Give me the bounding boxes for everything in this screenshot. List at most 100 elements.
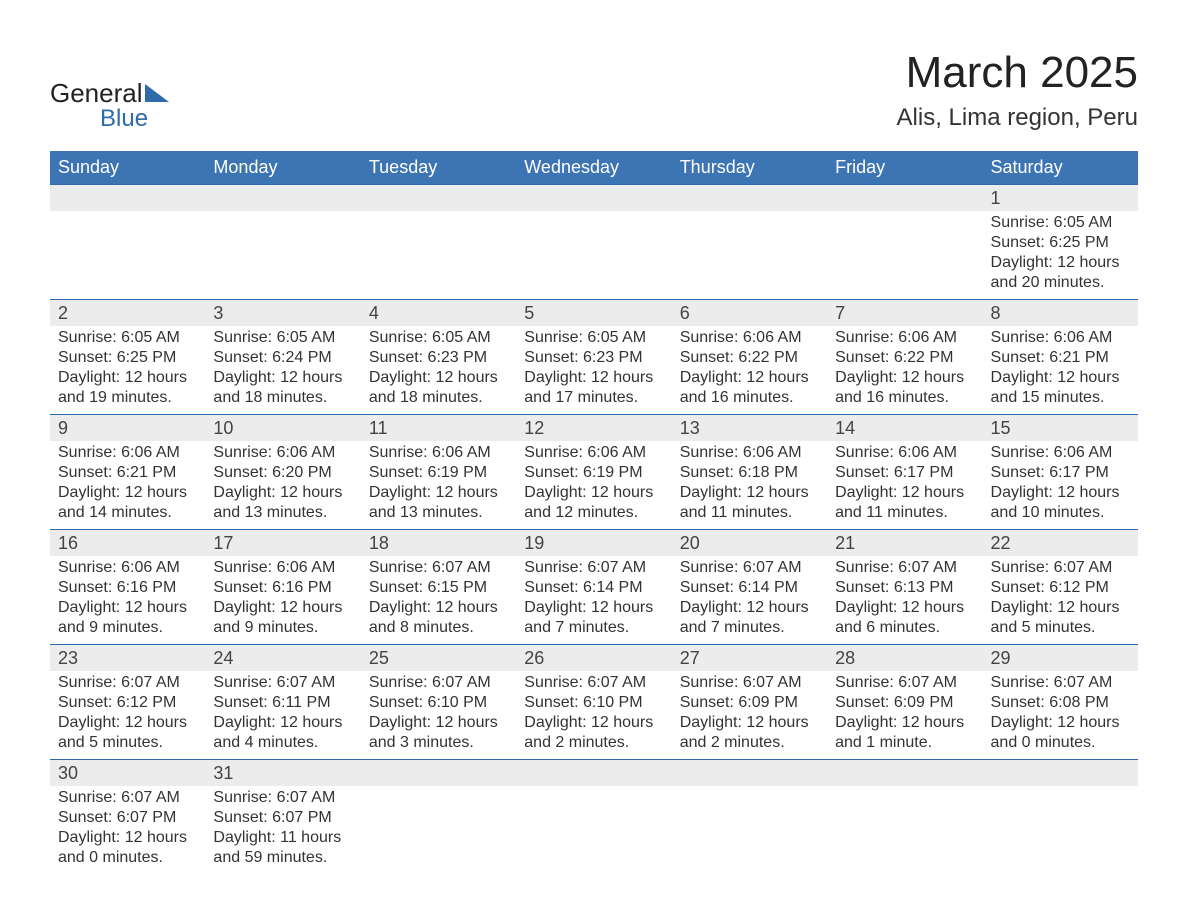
day-data-row: Sunrise: 6:07 AMSunset: 6:12 PMDaylight:…	[50, 671, 1138, 760]
daylight-text: Daylight: 12 hours and 14 minutes.	[58, 483, 197, 523]
calendar-table: SundayMondayTuesdayWednesdayThursdayFrid…	[50, 151, 1138, 874]
day-cell: Sunrise: 6:06 AMSunset: 6:18 PMDaylight:…	[672, 441, 827, 530]
day-cell: Sunrise: 6:05 AMSunset: 6:23 PMDaylight:…	[516, 326, 671, 415]
day-number: 23	[50, 645, 205, 672]
sunset-text: Sunset: 6:17 PM	[991, 463, 1130, 483]
sunrise-text: Sunrise: 6:06 AM	[680, 443, 819, 463]
weekday-header-row: SundayMondayTuesdayWednesdayThursdayFrid…	[50, 151, 1138, 185]
day-number: 27	[672, 645, 827, 672]
sunrise-text: Sunrise: 6:07 AM	[369, 558, 508, 578]
day-data-row: Sunrise: 6:07 AMSunset: 6:07 PMDaylight:…	[50, 786, 1138, 874]
day-number: 11	[361, 415, 516, 442]
day-cell: Sunrise: 6:06 AMSunset: 6:21 PMDaylight:…	[50, 441, 205, 530]
day-cell	[827, 211, 982, 300]
day-number: 16	[50, 530, 205, 557]
day-cell: Sunrise: 6:07 AMSunset: 6:14 PMDaylight:…	[672, 556, 827, 645]
day-cell: Sunrise: 6:05 AMSunset: 6:23 PMDaylight:…	[361, 326, 516, 415]
sunset-text: Sunset: 6:19 PM	[369, 463, 508, 483]
day-number: 17	[205, 530, 360, 557]
daylight-text: Daylight: 12 hours and 2 minutes.	[524, 713, 663, 753]
day-number	[827, 760, 982, 787]
sunset-text: Sunset: 6:25 PM	[991, 233, 1130, 253]
day-cell	[516, 211, 671, 300]
sunset-text: Sunset: 6:21 PM	[991, 348, 1130, 368]
day-cell: Sunrise: 6:05 AMSunset: 6:24 PMDaylight:…	[205, 326, 360, 415]
day-cell: Sunrise: 6:07 AMSunset: 6:12 PMDaylight:…	[983, 556, 1138, 645]
sunrise-text: Sunrise: 6:07 AM	[991, 673, 1130, 693]
day-number	[516, 760, 671, 787]
header: General Blue March 2025 Alis, Lima regio…	[50, 48, 1138, 133]
day-cell	[516, 786, 671, 874]
daylight-text: Daylight: 12 hours and 16 minutes.	[835, 368, 974, 408]
sunrise-text: Sunrise: 6:06 AM	[213, 558, 352, 578]
day-cell: Sunrise: 6:06 AMSunset: 6:17 PMDaylight:…	[983, 441, 1138, 530]
day-cell: Sunrise: 6:07 AMSunset: 6:13 PMDaylight:…	[827, 556, 982, 645]
sunrise-text: Sunrise: 6:07 AM	[991, 558, 1130, 578]
day-cell	[50, 211, 205, 300]
sunrise-text: Sunrise: 6:06 AM	[991, 443, 1130, 463]
daylight-text: Daylight: 12 hours and 10 minutes.	[991, 483, 1130, 523]
day-cell	[672, 786, 827, 874]
day-number-row: 1	[50, 185, 1138, 212]
day-cell: Sunrise: 6:06 AMSunset: 6:16 PMDaylight:…	[50, 556, 205, 645]
day-number: 20	[672, 530, 827, 557]
sunrise-text: Sunrise: 6:07 AM	[58, 788, 197, 808]
day-data-row: Sunrise: 6:05 AMSunset: 6:25 PMDaylight:…	[50, 211, 1138, 300]
sunrise-text: Sunrise: 6:05 AM	[524, 328, 663, 348]
weekday-header: Friday	[827, 151, 982, 185]
sunrise-text: Sunrise: 6:07 AM	[680, 558, 819, 578]
daylight-text: Daylight: 12 hours and 18 minutes.	[213, 368, 352, 408]
sunrise-text: Sunrise: 6:07 AM	[58, 673, 197, 693]
sunset-text: Sunset: 6:11 PM	[213, 693, 352, 713]
day-number: 13	[672, 415, 827, 442]
day-number: 1	[983, 185, 1138, 212]
sunrise-text: Sunrise: 6:05 AM	[991, 213, 1130, 233]
sunrise-text: Sunrise: 6:07 AM	[213, 788, 352, 808]
sunset-text: Sunset: 6:14 PM	[524, 578, 663, 598]
day-number-row: 9101112131415	[50, 415, 1138, 442]
day-number: 31	[205, 760, 360, 787]
day-number	[827, 185, 982, 212]
location-label: Alis, Lima region, Peru	[897, 104, 1138, 132]
day-number	[361, 185, 516, 212]
sunset-text: Sunset: 6:22 PM	[835, 348, 974, 368]
day-number: 22	[983, 530, 1138, 557]
day-number	[672, 760, 827, 787]
day-number-row: 16171819202122	[50, 530, 1138, 557]
day-cell: Sunrise: 6:06 AMSunset: 6:16 PMDaylight:…	[205, 556, 360, 645]
brand-logo: General Blue	[50, 48, 169, 133]
day-number: 5	[516, 300, 671, 327]
day-number: 4	[361, 300, 516, 327]
daylight-text: Daylight: 11 hours and 59 minutes.	[213, 828, 352, 868]
sunset-text: Sunset: 6:09 PM	[835, 693, 974, 713]
sunset-text: Sunset: 6:18 PM	[680, 463, 819, 483]
sunset-text: Sunset: 6:07 PM	[58, 808, 197, 828]
daylight-text: Daylight: 12 hours and 16 minutes.	[680, 368, 819, 408]
weekday-header: Tuesday	[361, 151, 516, 185]
daylight-text: Daylight: 12 hours and 0 minutes.	[58, 828, 197, 868]
day-cell: Sunrise: 6:07 AMSunset: 6:15 PMDaylight:…	[361, 556, 516, 645]
day-cell: Sunrise: 6:07 AMSunset: 6:10 PMDaylight:…	[361, 671, 516, 760]
sunrise-text: Sunrise: 6:07 AM	[680, 673, 819, 693]
sunset-text: Sunset: 6:23 PM	[524, 348, 663, 368]
sunrise-text: Sunrise: 6:06 AM	[369, 443, 508, 463]
day-number: 19	[516, 530, 671, 557]
daylight-text: Daylight: 12 hours and 19 minutes.	[58, 368, 197, 408]
day-cell: Sunrise: 6:06 AMSunset: 6:19 PMDaylight:…	[516, 441, 671, 530]
sunrise-text: Sunrise: 6:06 AM	[58, 558, 197, 578]
day-data-row: Sunrise: 6:06 AMSunset: 6:16 PMDaylight:…	[50, 556, 1138, 645]
page-title: March 2025	[897, 48, 1138, 98]
day-cell: Sunrise: 6:07 AMSunset: 6:09 PMDaylight:…	[827, 671, 982, 760]
day-number: 7	[827, 300, 982, 327]
day-number	[361, 760, 516, 787]
sunrise-text: Sunrise: 6:07 AM	[524, 558, 663, 578]
sunset-text: Sunset: 6:10 PM	[524, 693, 663, 713]
day-cell: Sunrise: 6:06 AMSunset: 6:19 PMDaylight:…	[361, 441, 516, 530]
daylight-text: Daylight: 12 hours and 7 minutes.	[680, 598, 819, 638]
daylight-text: Daylight: 12 hours and 1 minute.	[835, 713, 974, 753]
day-cell: Sunrise: 6:06 AMSunset: 6:22 PMDaylight:…	[672, 326, 827, 415]
day-cell	[361, 211, 516, 300]
day-number: 28	[827, 645, 982, 672]
sunset-text: Sunset: 6:13 PM	[835, 578, 974, 598]
sunset-text: Sunset: 6:16 PM	[213, 578, 352, 598]
